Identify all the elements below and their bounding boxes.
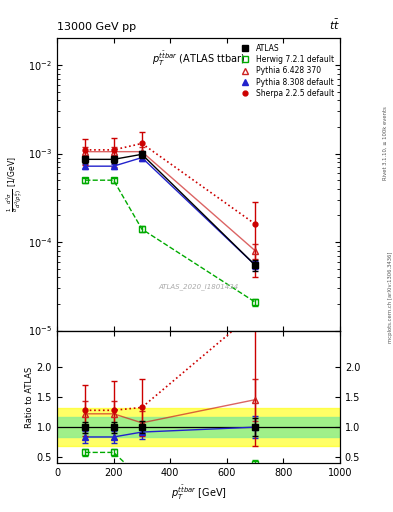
- Line: Pythia 6.428 370: Pythia 6.428 370: [83, 149, 258, 253]
- Herwig 7.2.1 default: [83, 177, 88, 183]
- Pythia 6.428 370: [83, 148, 88, 155]
- Line: Sherpa 2.2.5 default: Sherpa 2.2.5 default: [83, 141, 257, 226]
- ATLAS: [111, 156, 116, 162]
- Y-axis label: Ratio to ATLAS: Ratio to ATLAS: [25, 366, 34, 428]
- Text: Rivet 3.1.10, ≥ 100k events: Rivet 3.1.10, ≥ 100k events: [383, 106, 387, 180]
- Text: ATLAS_2020_I1801434: ATLAS_2020_I1801434: [158, 283, 239, 290]
- Text: $p_T^{t\bar{t}bar}$ (ATLAS ttbar): $p_T^{t\bar{t}bar}$ (ATLAS ttbar): [152, 50, 245, 68]
- Line: Pythia 8.308 default: Pythia 8.308 default: [83, 155, 258, 268]
- Line: Herwig 7.2.1 default: Herwig 7.2.1 default: [83, 178, 258, 305]
- Herwig 7.2.1 default: [111, 177, 116, 183]
- Sherpa 2.2.5 default: [253, 221, 257, 227]
- Bar: [57, 417, 340, 437]
- ATLAS: [253, 262, 257, 268]
- X-axis label: $p^{t\bar{t}bar}_T$ [GeV]: $p^{t\bar{t}bar}_T$ [GeV]: [171, 484, 226, 502]
- Herwig 7.2.1 default: [140, 226, 144, 232]
- Text: mcplots.cern.ch [arXiv:1306.3436]: mcplots.cern.ch [arXiv:1306.3436]: [388, 251, 393, 343]
- Y-axis label: $\frac{1}{\sigma}\frac{d^2\sigma}{d^2(p_T^{t\bar{t}})}$ [1/GeV]: $\frac{1}{\sigma}\frac{d^2\sigma}{d^2(p_…: [4, 157, 25, 212]
- Text: $t\bar{t}$: $t\bar{t}$: [329, 18, 340, 32]
- Pythia 6.428 370: [253, 248, 257, 254]
- Bar: [57, 408, 340, 446]
- Pythia 8.308 default: [253, 262, 257, 268]
- Sherpa 2.2.5 default: [140, 140, 144, 146]
- Pythia 8.308 default: [83, 163, 88, 169]
- Legend: ATLAS, Herwig 7.2.1 default, Pythia 6.428 370, Pythia 8.308 default, Sherpa 2.2.: ATLAS, Herwig 7.2.1 default, Pythia 6.42…: [235, 42, 336, 99]
- Sherpa 2.2.5 default: [83, 147, 88, 153]
- Pythia 6.428 370: [111, 148, 116, 155]
- Sherpa 2.2.5 default: [111, 147, 116, 153]
- Text: 13000 GeV pp: 13000 GeV pp: [57, 22, 136, 32]
- Herwig 7.2.1 default: [253, 299, 257, 305]
- ATLAS: [140, 151, 144, 157]
- Pythia 8.308 default: [111, 163, 116, 169]
- Line: ATLAS: ATLAS: [83, 152, 258, 268]
- Pythia 8.308 default: [140, 155, 144, 161]
- ATLAS: [83, 156, 88, 162]
- Pythia 6.428 370: [140, 148, 144, 155]
